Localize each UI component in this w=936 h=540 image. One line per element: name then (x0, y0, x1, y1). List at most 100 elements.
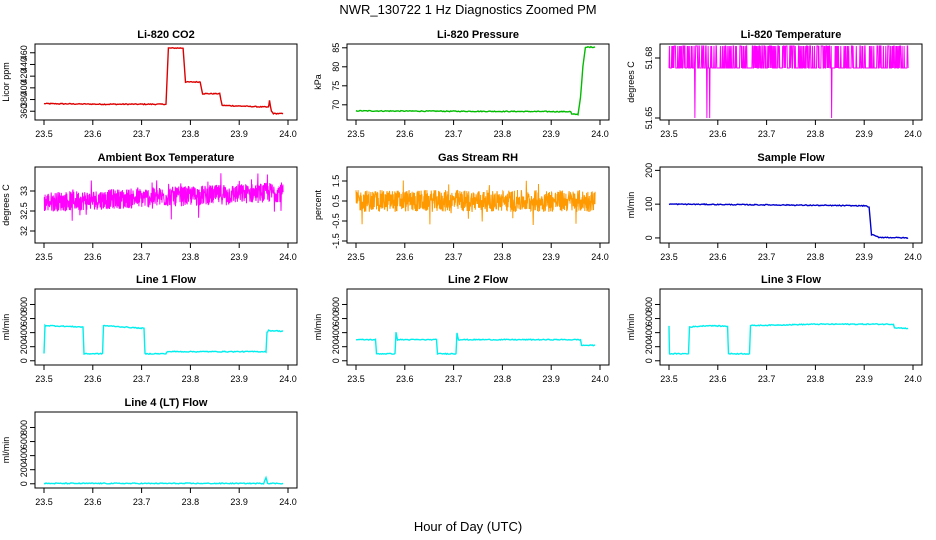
x-tick-label: 24.0 (904, 374, 922, 384)
plot-frame (34, 288, 298, 366)
x-tick-label: 24.0 (591, 374, 609, 384)
x-tick-label: 23.7 (758, 252, 776, 262)
x-tick-label: 23.9 (855, 252, 873, 262)
x-tick-label: 23.5 (347, 129, 365, 139)
x-tick-label: 23.6 (84, 129, 102, 139)
x-tick-label: 24.0 (904, 129, 922, 139)
y-tick-label: 0 (19, 481, 29, 486)
y-tick-label: -0.5 (331, 213, 341, 229)
x-tick-label: 23.5 (35, 252, 53, 262)
y-tick-label: 1.5 (331, 175, 341, 188)
x-tick-label: 23.7 (445, 374, 463, 384)
x-tick-label: 23.7 (758, 129, 776, 139)
x-tick-label: 23.7 (133, 374, 151, 384)
x-tick-label: 23.9 (542, 129, 560, 139)
plot-frame (34, 411, 298, 489)
plot-frame (34, 166, 298, 244)
y-tick-label: 200 (644, 339, 654, 354)
x-tick-label: 23.8 (807, 374, 825, 384)
y-tick-label: -1.5 (331, 233, 341, 249)
x-tick-label: 23.6 (396, 374, 414, 384)
panel-title: Ambient Box Temperature (98, 152, 235, 164)
y-tick-label: 800 (19, 297, 29, 312)
x-tick-label: 23.6 (709, 129, 727, 139)
x-tick-label: 23.9 (542, 374, 560, 384)
y-axis-label: Licor ppm (1, 62, 11, 102)
x-tick-label: 23.5 (35, 497, 53, 507)
series-line (355, 332, 596, 356)
x-tick-label: 23.9 (855, 129, 873, 139)
y-tick-label: 360 (19, 104, 29, 119)
x-tick-label: 23.8 (182, 252, 200, 262)
x-tick-label: 24.0 (279, 374, 297, 384)
x-tick-label: 23.6 (396, 252, 414, 262)
x-tick-label: 23.5 (35, 129, 53, 139)
panel-1: Li-820 CO2 Licor ppm 23.5 23.6 23.7 23.8 23.9 2… (1, 29, 298, 139)
y-tick-label: 80 (331, 62, 341, 72)
plot-frame (346, 166, 610, 244)
y-axis-label: kPa (313, 74, 323, 90)
series-line (668, 322, 909, 356)
panel-7: Line 1 Flow ml/min 23.5 23.6 23.7 23.8 23.9 24.… (1, 274, 298, 384)
x-tick-label: 23.5 (660, 374, 678, 384)
plot-frame (346, 288, 610, 366)
x-tick-label: 23.9 (230, 129, 248, 139)
series-line (668, 45, 909, 119)
panel-6: Sample Flow ml/min 23.5 23.6 23.7 23.8 23.9 24.… (626, 152, 923, 262)
plot-frame (659, 288, 923, 366)
series-line (668, 203, 909, 240)
x-tick-label: 23.8 (807, 252, 825, 262)
y-tick-label: 600 (331, 311, 341, 326)
y-tick-label: 600 (644, 311, 654, 326)
y-tick-label: 100 (644, 197, 654, 212)
panel-title: Line 3 Flow (761, 274, 821, 286)
panel-9: Line 3 Flow ml/min 23.5 23.6 23.7 23.8 23.9 24.… (626, 274, 923, 384)
panel-title: Line 1 Flow (136, 274, 196, 286)
y-tick-label: 460 (19, 45, 29, 60)
y-tick-label: 70 (331, 100, 341, 110)
x-tick-label: 24.0 (279, 129, 297, 139)
x-tick-label: 24.0 (904, 252, 922, 262)
x-tick-label: 23.8 (494, 252, 512, 262)
x-tick-label: 23.8 (494, 129, 512, 139)
plot-frame (34, 43, 298, 121)
x-tick-label: 24.0 (591, 129, 609, 139)
x-tick-label: 23.9 (230, 497, 248, 507)
x-tick-label: 23.7 (133, 497, 151, 507)
x-tick-label: 23.5 (660, 252, 678, 262)
y-tick-label: 200 (644, 163, 654, 178)
y-tick-label: 440 (19, 57, 29, 72)
x-tick-label: 23.9 (855, 374, 873, 384)
y-tick-label: 800 (19, 420, 29, 435)
x-tick-label: 23.5 (347, 252, 365, 262)
figure-xlabel: Hour of Day (UTC) (414, 519, 522, 534)
x-tick-label: 23.8 (182, 374, 200, 384)
y-tick-label: 800 (644, 297, 654, 312)
y-axis-label: ml/min (626, 192, 636, 219)
x-tick-label: 23.7 (445, 129, 463, 139)
x-tick-label: 23.7 (133, 129, 151, 139)
y-tick-label: 200 (331, 339, 341, 354)
series-line (355, 180, 596, 226)
y-tick-label: 0 (644, 235, 654, 240)
x-tick-label: 23.5 (660, 129, 678, 139)
x-tick-label: 23.8 (494, 374, 512, 384)
y-tick-label: 420 (19, 69, 29, 84)
y-tick-label: 800 (331, 297, 341, 312)
series-line (43, 475, 284, 485)
y-tick-label: 0 (644, 358, 654, 363)
x-tick-label: 23.5 (35, 374, 53, 384)
x-tick-label: 24.0 (279, 497, 297, 507)
x-tick-label: 23.6 (709, 252, 727, 262)
x-tick-label: 23.9 (542, 252, 560, 262)
y-tick-label: 85 (331, 43, 341, 53)
panel-8: Line 2 Flow ml/min 23.5 23.6 23.7 23.8 23.9 24.… (313, 274, 610, 384)
panel-title: Gas Stream RH (438, 152, 518, 164)
x-tick-label: 23.6 (84, 252, 102, 262)
x-tick-label: 23.5 (347, 374, 365, 384)
y-tick-label: 0.5 (331, 195, 341, 208)
y-tick-label: 51.65 (644, 107, 654, 130)
y-tick-label: 0 (331, 358, 341, 363)
y-axis-label: ml/min (1, 437, 11, 464)
